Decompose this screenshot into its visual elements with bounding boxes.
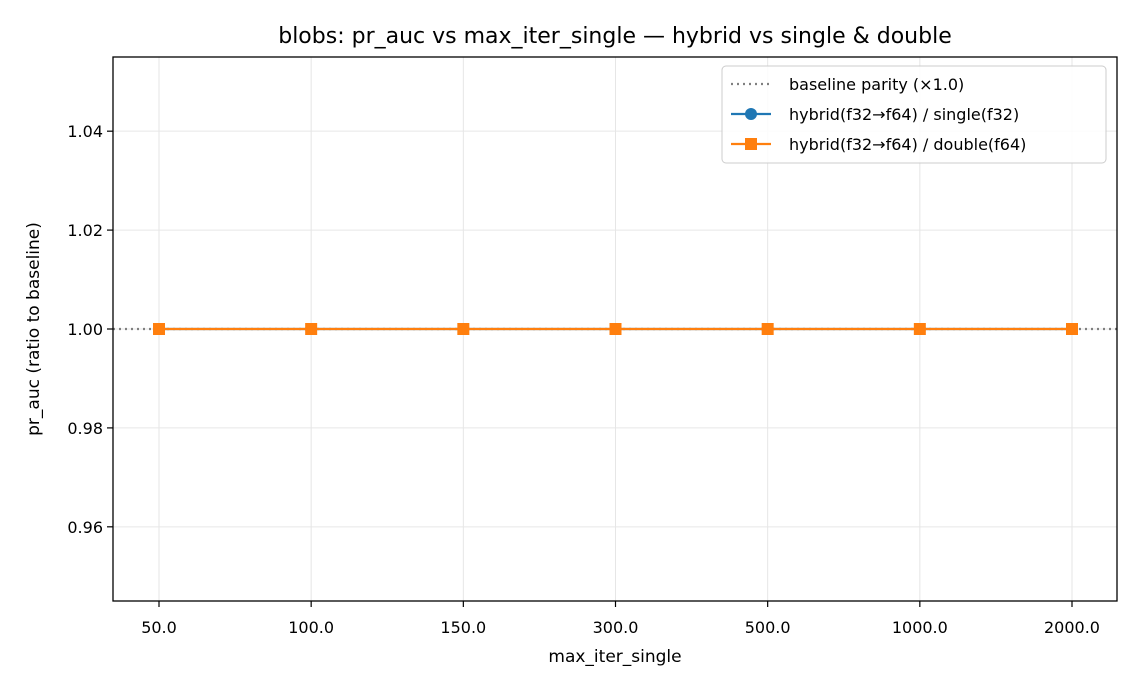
x-axis-label: max_iter_single <box>548 647 681 667</box>
y-axis-label: pr_auc (ratio to baseline) <box>24 222 44 436</box>
x-tick-label: 150.0 <box>440 618 486 637</box>
series-2-point <box>913 323 926 335</box>
legend-series-2-label: hybrid(f32→f64) / double(f64) <box>789 135 1026 154</box>
legend-series-1-label: hybrid(f32→f64) / single(f32) <box>789 105 1019 124</box>
y-tick-label: 0.98 <box>67 419 103 438</box>
series-2-point <box>609 323 622 335</box>
y-tick-label: 1.00 <box>67 320 103 339</box>
x-tick-label: 50.0 <box>141 618 177 637</box>
y-tick-label: 1.04 <box>67 122 103 141</box>
legend-series-2-marker <box>745 138 757 150</box>
legend-series-1-marker <box>745 108 757 120</box>
series-2-point <box>305 323 318 335</box>
series-2-point <box>153 323 165 335</box>
y-axis-ticks: 0.96 0.98 1.00 1.02 1.04 <box>67 122 113 537</box>
legend-baseline-label: baseline parity (×1.0) <box>789 75 964 94</box>
legend: baseline parity (×1.0) hybrid(f32→f64) /… <box>721 65 1107 164</box>
series-2-point <box>457 323 470 335</box>
y-tick-label: 1.02 <box>67 221 103 240</box>
chart-title: blobs: pr_auc vs max_iter_single — hybri… <box>278 24 952 49</box>
y-tick-label: 0.96 <box>67 518 103 537</box>
series-layer <box>153 323 1078 335</box>
x-tick-label: 300.0 <box>593 618 639 637</box>
x-tick-label: 2000.0 <box>1044 618 1100 637</box>
series-2-point <box>761 323 774 335</box>
legend-box <box>721 65 1107 164</box>
x-tick-label: 1000.0 <box>892 618 948 637</box>
x-tick-label: 500.0 <box>745 618 791 637</box>
series-2-point <box>1066 323 1078 335</box>
x-axis-ticks: 50.0 100.0 150.0 300.0 500.0 1000.0 2000.0 <box>141 601 1100 637</box>
x-tick-label: 100.0 <box>288 618 334 637</box>
